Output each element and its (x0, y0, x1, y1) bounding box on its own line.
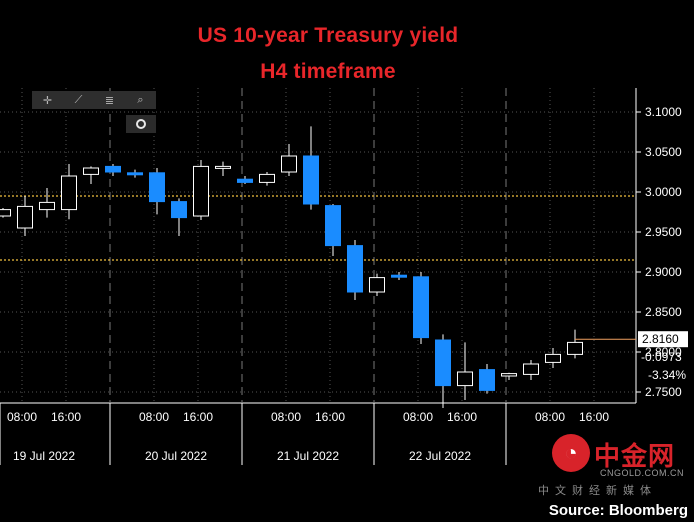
x-date-label: 21 Jul 2022 (277, 449, 339, 463)
candle-body (171, 201, 187, 219)
candle-body (17, 205, 33, 229)
source-label: Source: Bloomberg (548, 502, 688, 519)
x-time-label: 16:00 (579, 410, 609, 424)
candle-body (413, 276, 429, 339)
candle-body (61, 175, 77, 211)
x-date-label: 22 Jul 2022 (409, 449, 471, 463)
x-time-label: 16:00 (447, 410, 477, 424)
y-tick-label: 2.9000 (645, 265, 682, 279)
zoom-icon[interactable]: ⌕ (137, 93, 144, 106)
last-pct-label: -3.34% (648, 368, 686, 382)
candle-body (545, 353, 561, 363)
x-time-label: 16:00 (315, 410, 345, 424)
x-time-label: 08:00 (139, 410, 169, 424)
candle-body (237, 178, 253, 183)
y-tick-label: 3.0000 (645, 185, 682, 199)
candle-body (391, 274, 407, 278)
candle-body (435, 339, 451, 387)
candle-body (39, 201, 55, 211)
candle-body (259, 173, 275, 183)
x-time-label: 16:00 (51, 410, 81, 424)
candle-body (457, 371, 473, 387)
y-tick-label: 3.1000 (645, 105, 682, 119)
chart-subtitle: H4 timeframe (260, 60, 396, 83)
y-tick-label: 2.8000 (645, 345, 682, 359)
x-time-label: 08:00 (535, 410, 565, 424)
x-time-label: 08:00 (271, 410, 301, 424)
watermark: ◔ 中金网 CNGOLD.COM.CN 中文财经新媒体 (538, 434, 694, 500)
candle-body (215, 165, 231, 169)
candle-body (479, 369, 495, 391)
watermark-url: CNGOLD.COM.CN (600, 468, 685, 478)
candle-body (193, 165, 209, 217)
circle-target-icon[interactable] (126, 115, 156, 133)
candle-body (523, 363, 539, 375)
candle-body (149, 172, 165, 203)
x-date-label: 20 Jul 2022 (145, 449, 207, 463)
y-tick-label: 2.9500 (645, 225, 682, 239)
candle-body (501, 373, 517, 377)
x-time-label: 08:00 (403, 410, 433, 424)
y-tick-label: 2.7500 (645, 385, 682, 399)
x-time-label: 08:00 (7, 410, 37, 424)
indicator-icon[interactable]: ≣ (104, 93, 115, 107)
candle-body (0, 209, 11, 217)
x-time-label: 16:00 (183, 410, 213, 424)
watermark-name: 中金网 (594, 442, 676, 472)
chart-title: US 10-year Treasury yield (197, 24, 459, 47)
gold-logo-icon: ◔ (552, 434, 590, 472)
candle-body (83, 167, 99, 175)
candle-body (281, 155, 297, 173)
candle-body (127, 172, 143, 176)
crosshair-icon[interactable]: ✛ (42, 93, 53, 107)
x-date-label: 19 Jul 2022 (13, 449, 75, 463)
last-change-label: -0.0973 (641, 350, 682, 364)
candle-body (369, 277, 385, 293)
y-tick-label: 2.8500 (645, 305, 682, 319)
watermark-subtitle: 中文财经新媒体 (538, 484, 657, 497)
candle-body (325, 205, 341, 247)
last-price-label: 2.8160 (642, 332, 679, 346)
y-tick-label: 3.0500 (645, 145, 682, 159)
chart-toolbar: ✛ ⟋ ≣ ⌕ (32, 91, 156, 109)
candle-body (347, 245, 363, 293)
candle-body (567, 341, 583, 355)
candle-body (303, 155, 319, 205)
last-price-box (638, 331, 688, 348)
candle-body (105, 165, 121, 173)
draw-line-icon[interactable]: ⟋ (74, 93, 83, 106)
